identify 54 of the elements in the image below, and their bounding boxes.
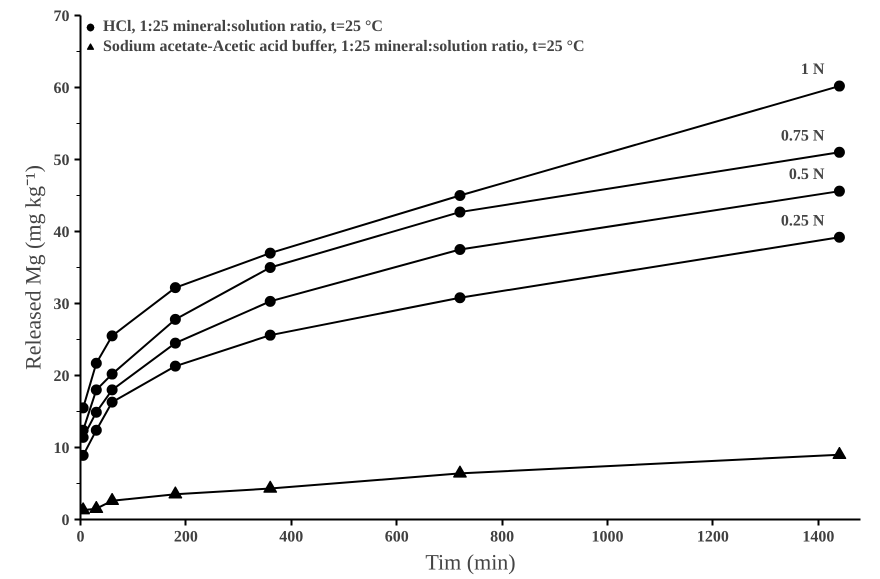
point	[452, 465, 467, 478]
point	[106, 396, 118, 408]
y-axis-title: Released Mg (mg kg⁻¹)	[20, 165, 46, 370]
y-tick-label: 0	[62, 512, 70, 529]
point	[834, 232, 845, 243]
x-tick-label: 0	[76, 528, 84, 546]
point	[170, 314, 181, 325]
point	[454, 292, 466, 304]
series-label: 0.5 N	[788, 166, 825, 184]
point	[832, 446, 846, 459]
point	[170, 282, 181, 294]
point	[454, 206, 466, 218]
point	[263, 480, 278, 493]
point	[264, 330, 276, 341]
x-axis-title: Tim (min)	[425, 550, 516, 574]
y-tick-label: 20	[54, 368, 70, 385]
point	[264, 262, 276, 273]
point	[106, 330, 118, 342]
point	[168, 486, 182, 499]
point	[105, 492, 120, 506]
point	[454, 190, 466, 201]
y-tick-label: 30	[54, 296, 70, 313]
y-tick-label: 60	[54, 80, 70, 97]
point	[454, 244, 466, 255]
point	[834, 80, 845, 92]
point	[90, 424, 102, 436]
y-tick-label: 10	[54, 440, 70, 457]
point	[90, 384, 102, 396]
point	[106, 368, 118, 380]
legend-title: HCl, 1:25 mineral:solution ratio, t=25 °C	[103, 18, 383, 36]
point	[264, 296, 276, 307]
point	[834, 146, 845, 158]
x-tick-label: 600	[384, 528, 409, 546]
x-tick-label: 400	[279, 528, 304, 546]
point	[90, 358, 102, 369]
series-label: 0.25 N	[780, 212, 825, 230]
point	[106, 384, 118, 396]
series-label: 0.75 N	[780, 127, 825, 144]
series-label: 1 N	[800, 61, 825, 78]
y-tick-label: 50	[54, 152, 70, 169]
point	[170, 360, 181, 372]
x-tick-label: 800	[490, 528, 514, 546]
x-tick-label: 1200	[696, 528, 729, 546]
point	[89, 500, 104, 513]
y-tick-label: 70	[54, 8, 70, 25]
x-tick-label: 1000	[592, 528, 624, 546]
point	[90, 406, 102, 418]
x-tick-label: 200	[174, 528, 198, 546]
y-tick-label: 40	[54, 224, 70, 241]
point	[264, 248, 276, 259]
legend-label: Sodium acetate-Acetic acid buffer, 1:25 mineral:solution ratio, t=25 °C	[103, 38, 585, 56]
point	[170, 338, 181, 349]
x-tick-label: 1400	[802, 528, 834, 546]
point	[834, 186, 845, 197]
